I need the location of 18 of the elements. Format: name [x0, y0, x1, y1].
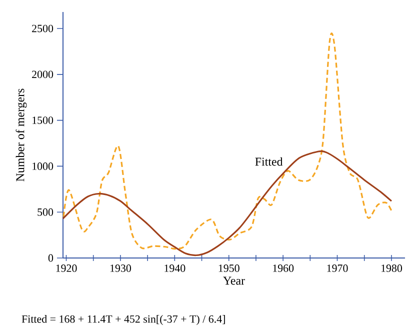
- x-tick-label: 1920: [56, 264, 77, 272]
- x-tick-label: 1960: [273, 264, 294, 272]
- y-tick-label: 500: [38, 208, 54, 216]
- line-series: [62, 150, 392, 256]
- y-tick-label: 0: [48, 254, 54, 262]
- series-label: Fitted: [255, 157, 283, 166]
- text: Fitted = 168 + 11.4T + 452 sin[(-37 + T) / 6.4]: [22, 315, 225, 325]
- x-axis-title: Year: [223, 276, 245, 285]
- x-tick-label: 1980: [381, 264, 402, 272]
- y-tick-label: 1000: [32, 162, 54, 170]
- y-tick-label: 2000: [32, 70, 54, 78]
- x-tick-label: 1940: [164, 264, 186, 272]
- x-tick-label: 1970: [327, 264, 348, 272]
- x-tick-label: 1930: [110, 264, 131, 272]
- y-tick-label: 1500: [32, 116, 54, 124]
- x-tick-label: 1950: [218, 264, 240, 272]
- y-tick-label: 2500: [32, 24, 54, 32]
- y-axis-title: Number of mergers: [16, 88, 27, 182]
